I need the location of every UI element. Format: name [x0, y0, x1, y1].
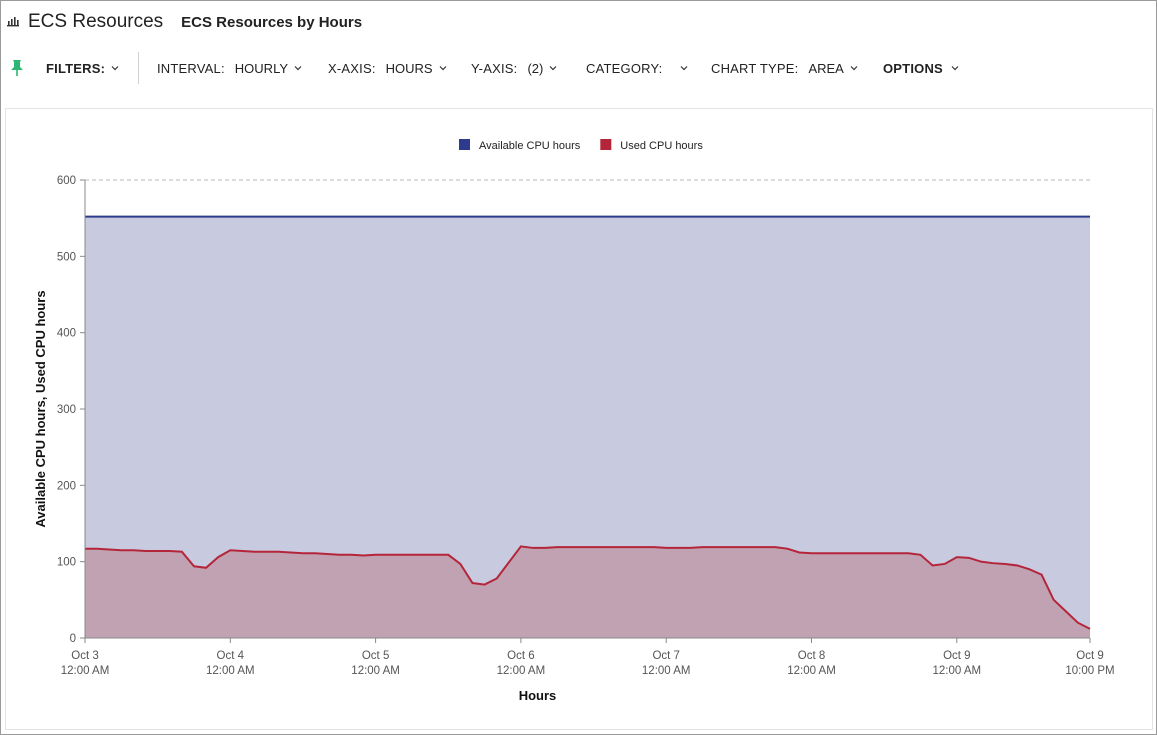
xaxis-label: X-AXIS: — [328, 60, 376, 76]
chevron-down-icon — [439, 66, 447, 71]
series-area-used — [85, 546, 1090, 638]
app-title: ECS Resources — [28, 11, 164, 32]
filters-dropdown[interactable]: FILTERS: — [46, 50, 119, 86]
xaxis-value: HOURS — [385, 60, 433, 76]
interval-value: HOURLY — [234, 60, 289, 76]
x-tick-label-date: Oct 9 — [943, 650, 970, 662]
chevron-down-icon — [111, 66, 119, 71]
y-tick-label: 500 — [57, 251, 76, 263]
header: ECS Resources ECS Resources by Hours — [6, 8, 362, 36]
pin-icon[interactable] — [10, 59, 24, 77]
bar-chart-icon — [7, 17, 19, 27]
axes: 0 100 200 300 400 500 600 Oct 3 12:00 AM Oct 4 12:… — [57, 175, 1115, 677]
x-tick-label-time: 12:00 AM — [642, 665, 691, 677]
category-dropdown[interactable]: CATEGORY: — [586, 50, 688, 86]
toolbar-divider — [138, 52, 139, 84]
y-tick-label: 300 — [57, 404, 76, 416]
chart-type-value: AREA — [808, 60, 844, 76]
chart-type-dropdown[interactable]: CHART TYPE: AREA — [711, 50, 858, 86]
x-tick-label-date: Oct 4 — [217, 650, 245, 662]
yaxis-dropdown[interactable]: Y-AXIS: (2) — [471, 50, 557, 86]
x-tick-label-time: 12:00 AM — [787, 665, 836, 677]
x-tick-label-time: 12:00 AM — [206, 665, 255, 677]
legend: Available CPU hours Used CPU hours — [459, 139, 703, 152]
xaxis-dropdown[interactable]: X-AXIS: HOURS — [328, 50, 447, 86]
series-line-used — [85, 545, 1091, 630]
toolbar: FILTERS: INTERVAL: HOURLY X-AXIS: HOURS … — [0, 50, 1000, 86]
chevron-down-icon — [850, 66, 858, 71]
category-label: CATEGORY: — [586, 60, 663, 76]
chevron-down-icon — [951, 66, 959, 71]
page-title: ECS Resources by Hours — [181, 13, 363, 31]
x-tick-label-date: Oct 8 — [798, 650, 825, 662]
options-label: OPTIONS — [883, 60, 943, 76]
chevron-down-icon — [681, 66, 688, 71]
x-tick-label-time: 10:00 PM — [1065, 665, 1114, 677]
y-axis-title: Available CPU hours, Used CPU hours — [33, 290, 48, 527]
y-tick-label: 600 — [57, 175, 76, 187]
interval-label: INTERVAL: — [157, 60, 225, 76]
legend-swatch-used — [600, 139, 612, 150]
yaxis-value: (2) — [527, 60, 544, 76]
x-tick-label-time: 12:00 AM — [933, 665, 982, 677]
x-tick-label-date: Oct 7 — [652, 650, 679, 662]
series-areas — [85, 215, 1091, 638]
x-tick-label-date: Oct 3 — [71, 650, 98, 662]
filters-label: FILTERS: — [46, 60, 106, 76]
x-tick-label-time: 12:00 AM — [61, 665, 110, 677]
x-tick-label-date: Oct 6 — [507, 650, 534, 662]
x-tick-label-time: 12:00 AM — [497, 665, 546, 677]
yaxis-label: Y-AXIS: — [471, 60, 518, 76]
x-tick-label-date: Oct 5 — [362, 650, 389, 662]
y-tick-label: 0 — [70, 633, 76, 645]
legend-label-available: Available CPU hours — [479, 140, 581, 152]
interval-dropdown[interactable]: INTERVAL: HOURLY — [157, 50, 302, 86]
y-tick-label: 100 — [57, 557, 76, 569]
chevron-down-icon — [294, 66, 302, 71]
legend-swatch-available — [459, 139, 470, 150]
series-area-available — [85, 216, 1090, 638]
y-tick-label: 400 — [57, 328, 76, 340]
x-axis-title: Hours — [519, 688, 557, 703]
x-tick-label-time: 12:00 AM — [351, 665, 400, 677]
legend-label-used: Used CPU hours — [620, 140, 703, 152]
x-tick-label-date: Oct 9 — [1076, 650, 1103, 662]
options-dropdown[interactable]: OPTIONS — [883, 50, 959, 86]
chart-type-label: CHART TYPE: — [711, 60, 799, 76]
chevron-down-icon — [549, 66, 557, 71]
y-tick-label: 200 — [57, 480, 76, 492]
